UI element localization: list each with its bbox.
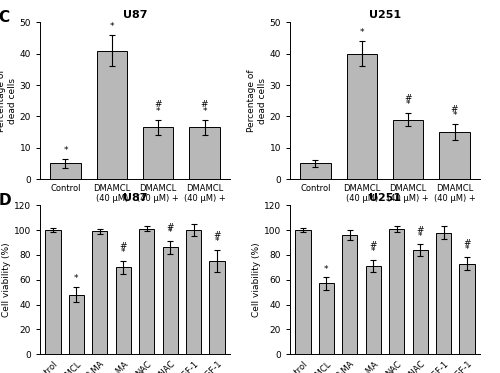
Bar bbox=[342, 235, 357, 354]
Bar bbox=[389, 229, 404, 354]
Text: *: * bbox=[360, 28, 364, 37]
Bar bbox=[460, 264, 474, 354]
Text: C: C bbox=[0, 10, 10, 25]
Y-axis label: Percentage of
dead cells: Percentage of dead cells bbox=[0, 69, 16, 132]
Bar bbox=[190, 127, 220, 179]
Text: *: * bbox=[418, 232, 422, 241]
Text: *: * bbox=[156, 107, 160, 116]
Title: U87: U87 bbox=[123, 193, 147, 203]
Bar bbox=[210, 261, 224, 354]
Text: *: * bbox=[121, 248, 126, 257]
Bar bbox=[393, 119, 423, 179]
Bar bbox=[347, 54, 377, 179]
Text: *: * bbox=[452, 111, 457, 120]
Text: *: * bbox=[63, 146, 68, 155]
Bar bbox=[436, 232, 452, 354]
Text: *: * bbox=[168, 229, 172, 238]
Text: #: # bbox=[120, 242, 127, 251]
Text: #: # bbox=[166, 223, 174, 232]
Bar bbox=[92, 231, 108, 354]
Bar bbox=[143, 127, 173, 179]
Text: *: * bbox=[74, 275, 78, 283]
Bar bbox=[366, 266, 381, 354]
Y-axis label: Cell viability (%): Cell viability (%) bbox=[252, 242, 261, 317]
Text: *: * bbox=[110, 22, 114, 31]
Bar bbox=[139, 229, 154, 354]
Bar bbox=[412, 250, 428, 354]
Bar bbox=[97, 51, 127, 179]
Bar bbox=[116, 267, 131, 354]
Text: #: # bbox=[451, 105, 458, 114]
Bar bbox=[50, 163, 80, 179]
Bar bbox=[46, 230, 60, 354]
Text: #: # bbox=[370, 241, 377, 250]
Text: *: * bbox=[215, 237, 220, 246]
Text: *: * bbox=[465, 245, 469, 254]
Text: #: # bbox=[201, 100, 208, 109]
Text: *: * bbox=[371, 247, 376, 256]
Bar bbox=[296, 230, 310, 354]
Y-axis label: Cell viability (%): Cell viability (%) bbox=[2, 242, 11, 317]
Bar bbox=[162, 247, 178, 354]
Title: U251: U251 bbox=[369, 10, 401, 20]
Text: *: * bbox=[202, 107, 207, 116]
Text: *: * bbox=[406, 100, 410, 109]
Bar bbox=[440, 132, 470, 179]
Bar bbox=[186, 230, 202, 354]
Text: #: # bbox=[154, 100, 162, 109]
Text: #: # bbox=[464, 239, 471, 248]
Title: U251: U251 bbox=[369, 193, 401, 203]
Bar bbox=[318, 283, 334, 354]
Text: #: # bbox=[416, 226, 424, 235]
Text: #: # bbox=[214, 231, 221, 240]
Text: #: # bbox=[404, 94, 412, 103]
Y-axis label: Percentage of
dead cells: Percentage of dead cells bbox=[248, 69, 266, 132]
Bar bbox=[68, 295, 84, 354]
Title: U87: U87 bbox=[123, 10, 147, 20]
Text: D: D bbox=[0, 193, 11, 208]
Bar bbox=[300, 163, 330, 179]
Text: *: * bbox=[324, 264, 328, 273]
